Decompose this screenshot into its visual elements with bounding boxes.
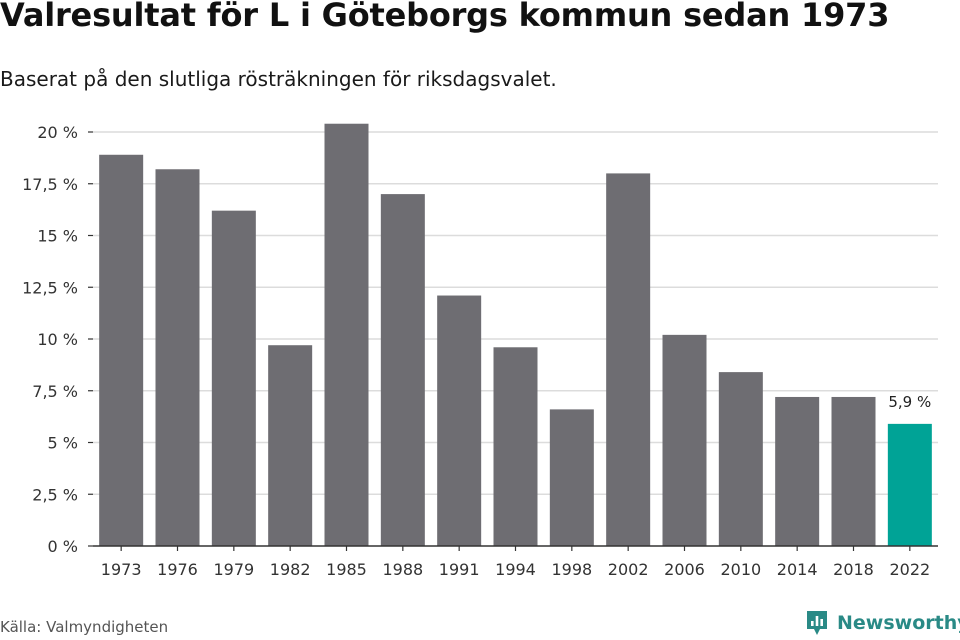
x-tick-label: 2006 <box>664 560 705 579</box>
bar-1994 <box>493 347 538 546</box>
source-note: Källa: Valmyndigheten <box>0 618 169 636</box>
x-tick-label: 2018 <box>833 560 874 579</box>
y-tick-label: 20 % <box>37 123 78 142</box>
data-labels: 5,9 % <box>888 393 931 411</box>
bar-2006 <box>662 334 707 546</box>
y-tick-label: 7,5 % <box>32 382 78 401</box>
chart-subtitle: Baserat på den slutliga rösträkningen fö… <box>0 67 557 91</box>
x-tick-label: 2022 <box>889 560 930 579</box>
bar-1973 <box>99 154 144 546</box>
y-axis-ticks: 0 % 2,5 % 5 % 7,5 % 10 % 12,5 % 15 % 17,5 % 20 % <box>22 123 93 556</box>
y-tick-label: 5 % <box>48 434 78 453</box>
bar-1979 <box>211 210 256 546</box>
newsworthy-logo-icon <box>807 611 827 635</box>
y-tick-label: 12,5 % <box>22 278 78 297</box>
bar-1982 <box>268 345 313 546</box>
x-tick-label: 2010 <box>720 560 761 579</box>
data-label: 5,9 % <box>888 393 931 411</box>
y-tick-label: 10 % <box>37 330 78 349</box>
x-tick-label: 1982 <box>270 560 311 579</box>
y-tick-label: 0 % <box>48 537 78 556</box>
bar-2010 <box>718 372 763 546</box>
bar-2014 <box>775 396 820 546</box>
x-tick-label: 1998 <box>551 560 592 579</box>
chart-title: Valresultat för L i Göteborgs kommun sed… <box>0 0 890 34</box>
x-tick-label: 1973 <box>101 560 142 579</box>
x-tick-label: 1976 <box>157 560 198 579</box>
x-tick-label: 1994 <box>495 560 536 579</box>
bar-1988 <box>380 194 425 546</box>
y-tick-label: 17,5 % <box>22 175 78 194</box>
x-tick-label: 1988 <box>382 560 423 579</box>
x-tick-label: 2002 <box>608 560 649 579</box>
x-tick-label: 2014 <box>777 560 818 579</box>
brand: Newsworthy <box>805 608 960 638</box>
x-tick-label: 1985 <box>326 560 367 579</box>
bar-1976 <box>155 169 200 546</box>
x-tick-label: 1991 <box>439 560 480 579</box>
y-tick-label: 2,5 % <box>32 485 78 504</box>
bar-2018 <box>831 396 876 546</box>
y-tick-label: 15 % <box>37 227 78 246</box>
brand-name: Newsworthy <box>837 612 960 634</box>
bar-1991 <box>437 295 482 546</box>
x-axis-ticks: 1973 1976 1979 1982 1985 1988 1991 1994 1998 2002… <box>101 546 930 579</box>
bar-1998 <box>549 409 594 546</box>
x-tick-label: 1979 <box>213 560 254 579</box>
bar-1985 <box>324 123 369 546</box>
bar-2002 <box>606 173 651 546</box>
bar-2022 <box>887 423 932 546</box>
bars <box>99 123 932 546</box>
